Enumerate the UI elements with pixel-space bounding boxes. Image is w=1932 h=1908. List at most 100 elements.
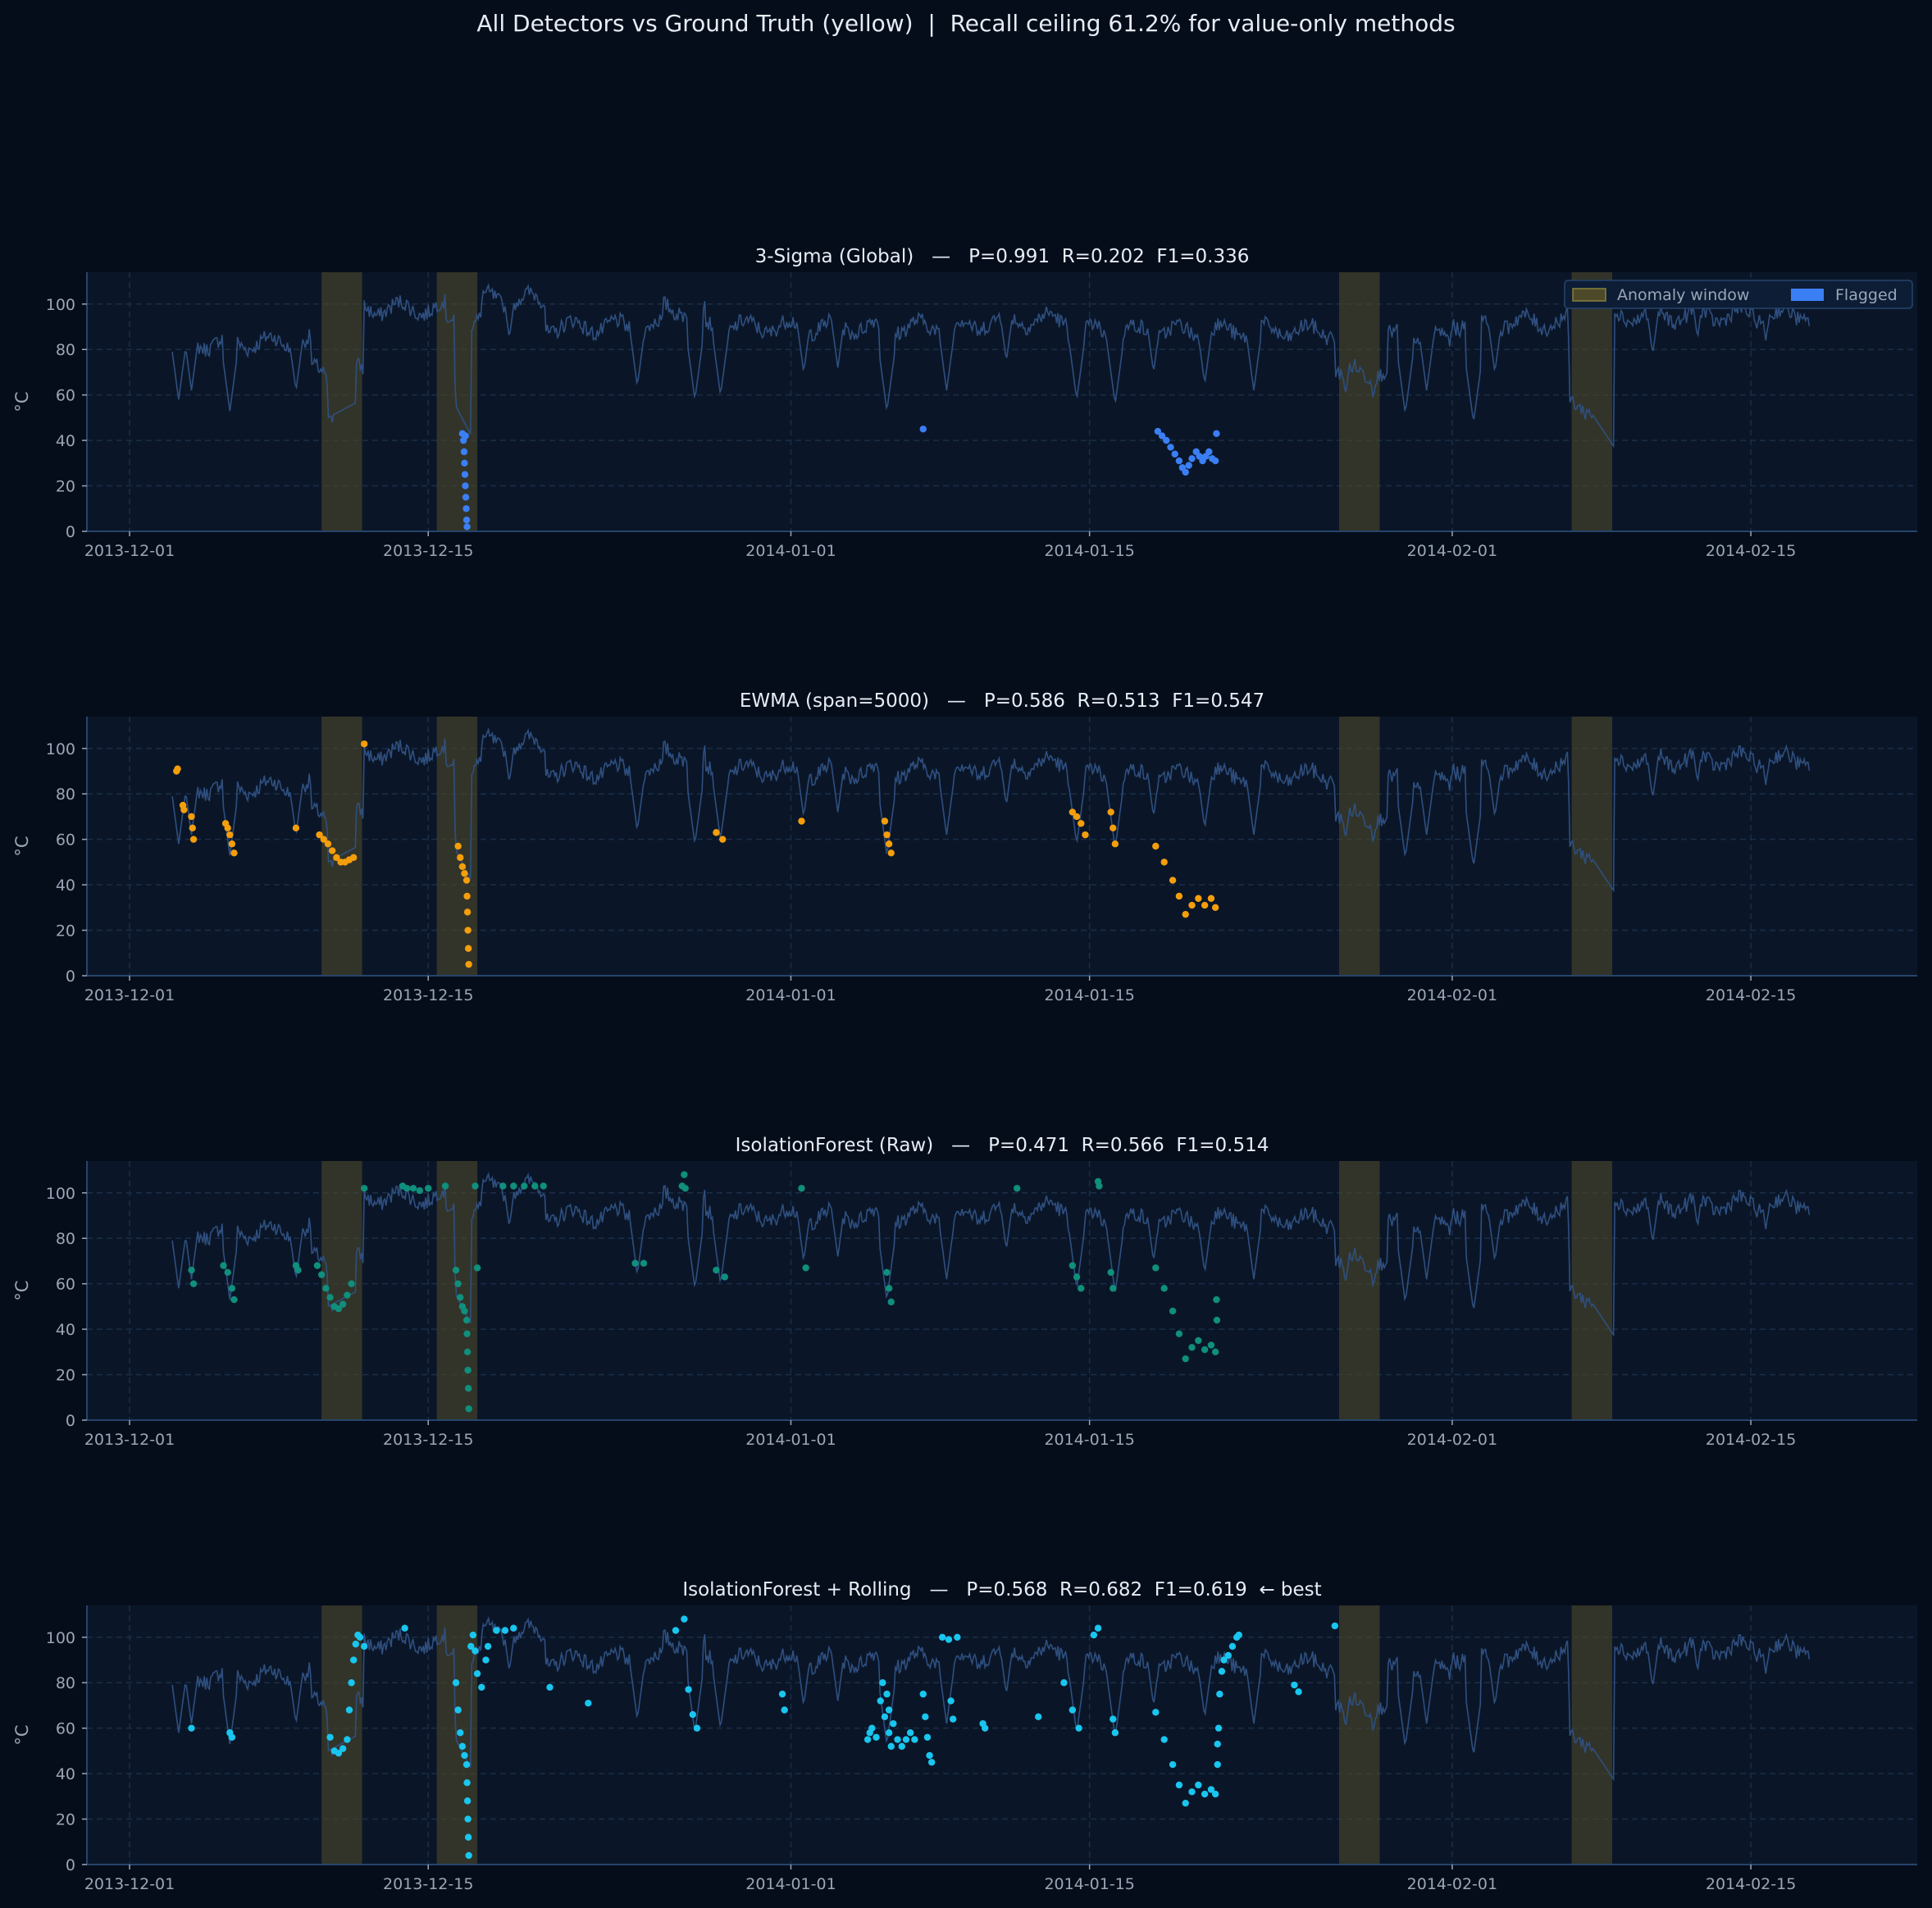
flagged-point bbox=[1207, 895, 1215, 902]
flagged-point bbox=[189, 824, 196, 832]
flagged-point bbox=[1195, 1781, 1202, 1789]
anomaly-window bbox=[1339, 272, 1380, 531]
flagged-point bbox=[1201, 1346, 1209, 1354]
flagged-point bbox=[887, 1742, 895, 1751]
flagged-point bbox=[189, 1280, 198, 1287]
flagged-point bbox=[1235, 1631, 1242, 1639]
flagged-point bbox=[465, 960, 472, 968]
chart-title: IsolationForest (Raw) — P=0.471 R=0.566 … bbox=[736, 1135, 1269, 1156]
y-tick-label: 40 bbox=[56, 1765, 75, 1783]
flagged-point bbox=[463, 1797, 472, 1805]
flagged-point bbox=[1152, 1709, 1160, 1716]
y-tick-label: 60 bbox=[56, 1276, 75, 1294]
flagged-point bbox=[1201, 1790, 1209, 1798]
flagged-point bbox=[881, 1713, 889, 1721]
flagged-point bbox=[326, 1733, 334, 1741]
flagged-point bbox=[344, 1736, 351, 1743]
flagged-point bbox=[462, 494, 470, 501]
flagged-point bbox=[885, 1706, 893, 1714]
flagged-point bbox=[1211, 1348, 1219, 1356]
flagged-point bbox=[1216, 1690, 1223, 1698]
flagged-point bbox=[510, 1182, 517, 1190]
flagged-point bbox=[585, 1699, 592, 1707]
flagged-point bbox=[927, 1759, 936, 1766]
flagged-point bbox=[546, 1683, 554, 1691]
flagged-point bbox=[802, 1264, 809, 1272]
flagged-point bbox=[911, 1736, 918, 1743]
flagged-point bbox=[454, 1280, 462, 1287]
flagged-point bbox=[1096, 1182, 1103, 1190]
flagged-point bbox=[781, 1706, 788, 1714]
flagged-point bbox=[798, 1185, 805, 1192]
x-tick-label: 2014-01-01 bbox=[745, 542, 836, 560]
flagged-point bbox=[681, 1171, 688, 1178]
x-tick-label: 2014-02-15 bbox=[1706, 1875, 1796, 1893]
y-axis-label: °C bbox=[12, 1280, 32, 1300]
flagged-point bbox=[463, 908, 472, 916]
flagged-point bbox=[467, 1642, 475, 1651]
x-tick-label: 2014-01-15 bbox=[1044, 1431, 1134, 1449]
signal-line bbox=[171, 727, 1811, 893]
flagged-point bbox=[681, 1185, 689, 1192]
flagged-point bbox=[898, 1742, 905, 1751]
flagged-point bbox=[885, 1285, 893, 1292]
flagged-point bbox=[945, 1636, 953, 1643]
flagged-point bbox=[313, 1262, 321, 1269]
flagged-point bbox=[228, 840, 236, 848]
flagged-point bbox=[1111, 1729, 1119, 1737]
flagged-point bbox=[693, 1724, 701, 1732]
flagged-point bbox=[463, 1779, 471, 1787]
chart-panel-3: 0 20 40 60 80 100 2013-12-01 2013-12-15 2014-01-… bbox=[12, 1135, 1917, 1449]
flagged-point bbox=[1110, 1715, 1117, 1723]
flagged-point bbox=[922, 1713, 929, 1721]
flagged-point bbox=[230, 849, 238, 857]
flagged-point bbox=[320, 836, 327, 843]
flagged-point bbox=[228, 1285, 236, 1292]
flagged-point bbox=[1169, 1760, 1177, 1769]
flagged-point bbox=[324, 840, 332, 848]
flagged-point bbox=[879, 1679, 886, 1687]
x-tick-label: 2014-02-01 bbox=[1407, 542, 1497, 560]
flagged-point bbox=[464, 1366, 472, 1374]
flagged-point bbox=[416, 1186, 424, 1195]
anomaly-window bbox=[1339, 1161, 1380, 1420]
flagged-point bbox=[493, 1627, 500, 1634]
flagged-point bbox=[339, 1745, 347, 1752]
y-tick-label: 100 bbox=[46, 1629, 75, 1647]
flagged-point bbox=[713, 1266, 720, 1274]
flagged-point bbox=[316, 831, 323, 839]
flagged-point bbox=[464, 1815, 472, 1823]
flagged-point bbox=[463, 1348, 472, 1356]
flagged-point bbox=[1175, 457, 1183, 465]
flagged-point bbox=[1110, 824, 1117, 832]
flagged-point bbox=[1213, 1316, 1221, 1324]
flagged-point bbox=[1152, 842, 1160, 850]
x-tick-label: 2014-02-01 bbox=[1407, 986, 1497, 1004]
flagged-point bbox=[1195, 895, 1202, 902]
y-tick-label: 20 bbox=[56, 922, 75, 940]
y-tick-label: 0 bbox=[66, 1856, 75, 1874]
flagged-point bbox=[360, 740, 368, 748]
flagged-point bbox=[465, 1405, 472, 1413]
flagged-point bbox=[464, 1833, 472, 1841]
flagged-point bbox=[452, 1266, 460, 1274]
y-tick-label: 60 bbox=[56, 387, 75, 405]
flagged-point bbox=[349, 854, 358, 862]
flagged-point bbox=[174, 765, 181, 772]
flagged-point bbox=[906, 1729, 914, 1737]
flagged-point bbox=[981, 1724, 989, 1732]
x-tick-label: 2014-01-01 bbox=[745, 1875, 836, 1893]
x-tick-label: 2014-02-01 bbox=[1407, 1431, 1497, 1449]
flagged-point bbox=[294, 1266, 302, 1274]
flagged-point bbox=[883, 1268, 891, 1277]
flagged-point bbox=[713, 829, 720, 836]
anomaly-window bbox=[1571, 1605, 1612, 1865]
flagged-point bbox=[885, 1729, 893, 1737]
y-tick-label: 40 bbox=[56, 432, 75, 450]
x-tick-label: 2013-12-15 bbox=[383, 986, 473, 1004]
flagged-point bbox=[425, 1185, 432, 1192]
flagged-point bbox=[1171, 450, 1178, 458]
flagged-point bbox=[461, 471, 469, 478]
flagged-point bbox=[681, 1615, 688, 1623]
x-tick-label: 2013-12-01 bbox=[84, 986, 175, 1004]
